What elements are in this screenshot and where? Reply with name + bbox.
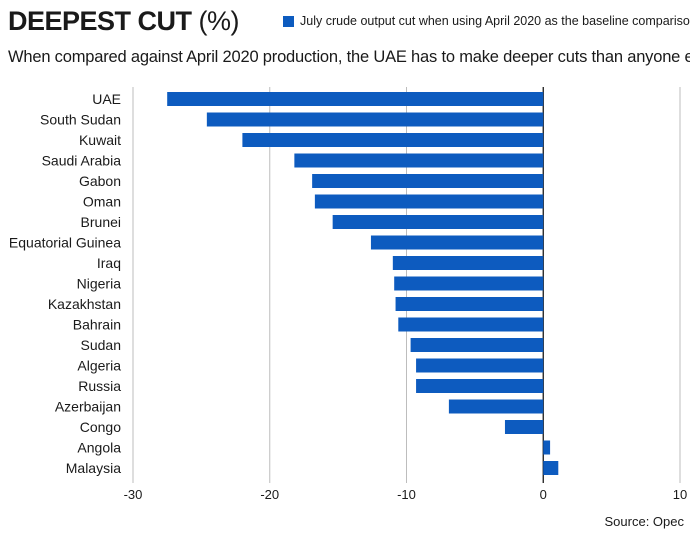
x-axis-ticks: -30 -20 -10 0 10 xyxy=(124,487,688,502)
category-label: Equatorial Guinea xyxy=(9,235,121,251)
category-label: UAE xyxy=(92,91,121,107)
category-label: Malaysia xyxy=(66,460,121,476)
legend-swatch xyxy=(283,15,294,27)
x-tick-label: 0 xyxy=(540,487,547,502)
category-label: Kazakhstan xyxy=(48,296,121,312)
x-tick-label: -30 xyxy=(124,487,143,502)
category-label: Sudan xyxy=(81,337,121,353)
legend-label: July crude output cut when using April 2… xyxy=(300,14,690,28)
bar xyxy=(410,338,544,352)
bar xyxy=(398,317,544,332)
category-label: Angola xyxy=(77,440,121,456)
chart-subtitle: When compared against April 2020 product… xyxy=(8,48,690,66)
source-note: Source: Opec xyxy=(604,514,685,529)
bar xyxy=(416,379,544,393)
category-label: Nigeria xyxy=(77,276,122,292)
category-label: Saudi Arabia xyxy=(42,153,122,169)
bar xyxy=(242,133,544,147)
category-label: Congo xyxy=(80,419,121,435)
bar xyxy=(206,112,544,127)
category-label: Gabon xyxy=(79,173,121,189)
category-labels: UAE South Sudan Kuwait Saudi Arabia Gabon Oma… xyxy=(9,91,121,476)
bar xyxy=(332,215,544,229)
bar xyxy=(395,297,544,311)
x-tick-label: 10 xyxy=(673,487,687,502)
category-label: Bahrain xyxy=(73,317,121,333)
bar xyxy=(312,174,544,188)
bar xyxy=(314,194,544,209)
category-label: Algeria xyxy=(77,358,121,374)
category-label: Oman xyxy=(83,194,121,210)
category-label: South Sudan xyxy=(40,112,121,128)
bar xyxy=(394,276,544,291)
category-label: Russia xyxy=(78,378,121,394)
chart-title-text: DEEPEST CUT xyxy=(8,6,192,36)
bar xyxy=(416,358,544,373)
category-label: Kuwait xyxy=(79,132,121,148)
category-label: Brunei xyxy=(81,214,121,230)
chart-legend: July crude output cut when using April 2… xyxy=(283,14,690,28)
chart-title-unit: (%) xyxy=(198,6,240,36)
bar xyxy=(543,440,551,455)
bars xyxy=(167,92,559,475)
x-tick-label: -10 xyxy=(397,487,416,502)
bar xyxy=(392,256,544,270)
chart-title: DEEPEST CUT (%) xyxy=(8,6,240,37)
bar xyxy=(167,92,544,106)
bar xyxy=(543,461,559,475)
category-label: Azerbaijan xyxy=(55,399,121,415)
bar xyxy=(370,235,544,250)
category-label: Iraq xyxy=(97,255,121,271)
bar xyxy=(448,399,544,414)
x-tick-label: -20 xyxy=(260,487,279,502)
bar xyxy=(294,153,544,168)
bar xyxy=(504,420,544,434)
